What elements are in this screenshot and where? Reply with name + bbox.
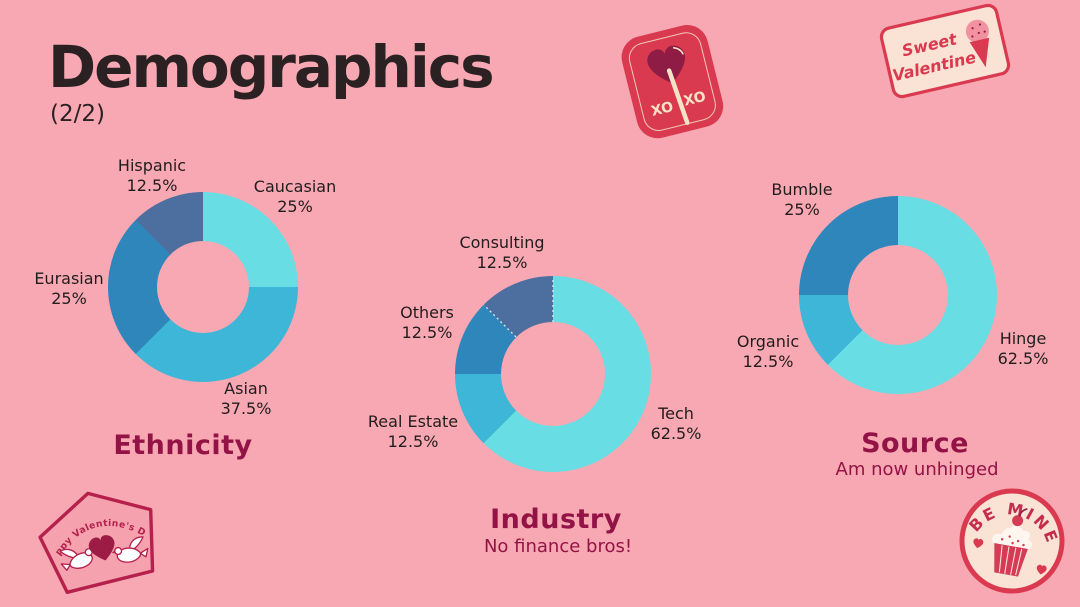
slice-label-bumble: Bumble 25% — [742, 180, 862, 221]
chart-title-ethnicity: Ethnicity — [113, 430, 253, 461]
heart-icon-right — [1036, 564, 1047, 575]
slice-name: Others — [400, 303, 454, 322]
sticker-inner-border — [628, 32, 716, 131]
slice-name: Eurasian — [34, 269, 104, 288]
slice-label-asian: Asian 37.5% — [186, 379, 306, 420]
lollipop-stick — [666, 68, 690, 126]
slice-name: Organic — [736, 332, 800, 351]
donut-hole — [501, 322, 605, 426]
dove-icon-right — [111, 536, 149, 563]
page-title: Demographics — [48, 33, 495, 101]
happy-valentines-envelope-sticker: Happy Valentine's Day — [24, 474, 155, 595]
slice-pct: 12.5% — [742, 352, 794, 372]
chart-title-source: Source — [861, 428, 969, 459]
xoxo-text-right: XO — [682, 89, 708, 110]
slice-label-real-estate: Real Estate 12.5% — [343, 412, 483, 453]
slice-pct: 25% — [784, 200, 820, 220]
heart-highlight — [672, 47, 684, 55]
slice-label-hispanic: Hispanic 12.5% — [92, 156, 212, 197]
be-mine-badge-sticker: BE MINE — [959, 488, 1068, 594]
slice-pct: 25% — [51, 289, 87, 309]
donut-hole — [157, 241, 249, 333]
slice-label-eurasian: Eurasian 25% — [9, 269, 129, 310]
slice-label-others: Others 12.5% — [367, 303, 487, 344]
slice-pct: 12.5% — [387, 432, 439, 452]
slice-name: Real Estate — [367, 412, 459, 431]
slice-pct: 62.5% — [997, 349, 1049, 369]
source-donut-chart — [799, 196, 997, 394]
sweet-valentine-sticker: Sweet Valentine — [879, 3, 1011, 99]
donut-hole — [848, 245, 948, 345]
slice-label-caucasian: Caucasian 25% — [235, 177, 355, 218]
chart-subtitle-industry: No finance bros! — [483, 536, 633, 557]
slice-name: Consulting — [459, 233, 545, 252]
cupcake-icon — [992, 508, 1033, 577]
slice-label-tech: Tech 62.5% — [626, 404, 726, 445]
ethnicity-donut-chart — [108, 192, 298, 382]
slice-pct: 37.5% — [220, 399, 272, 419]
xoxo-text-left: XO — [650, 99, 676, 120]
slice-label-hinge: Hinge 62.5% — [973, 329, 1073, 370]
page-indicator: (2/2) — [50, 101, 105, 127]
slice-name: Bumble — [771, 180, 833, 199]
slice-label-organic: Organic 12.5% — [708, 332, 828, 373]
slice-pct: 25% — [277, 197, 313, 217]
chart-subtitle-source: Am now unhinged — [835, 459, 999, 480]
slice-name: Hinge — [999, 329, 1047, 348]
slice-pct: 12.5% — [476, 253, 528, 273]
slice-label-consulting: Consulting 12.5% — [442, 233, 562, 274]
heart-icon — [647, 45, 685, 84]
slice-name: Tech — [658, 404, 694, 423]
envelope-shape — [38, 491, 155, 595]
slice-name: Hispanic — [117, 156, 187, 175]
slice-name: Caucasian — [253, 177, 337, 196]
heart-icon-left — [973, 538, 984, 549]
slice-name: Asian — [224, 379, 268, 398]
heart-icon — [88, 535, 115, 561]
xoxo-lollipop-sticker: XO XO — [621, 24, 724, 139]
slice-pct: 62.5% — [650, 424, 702, 444]
ice-cream-icon — [965, 19, 990, 68]
chart-title-industry: Industry — [490, 504, 622, 535]
slice-pct: 12.5% — [126, 176, 178, 196]
slice-pct: 12.5% — [401, 323, 453, 343]
